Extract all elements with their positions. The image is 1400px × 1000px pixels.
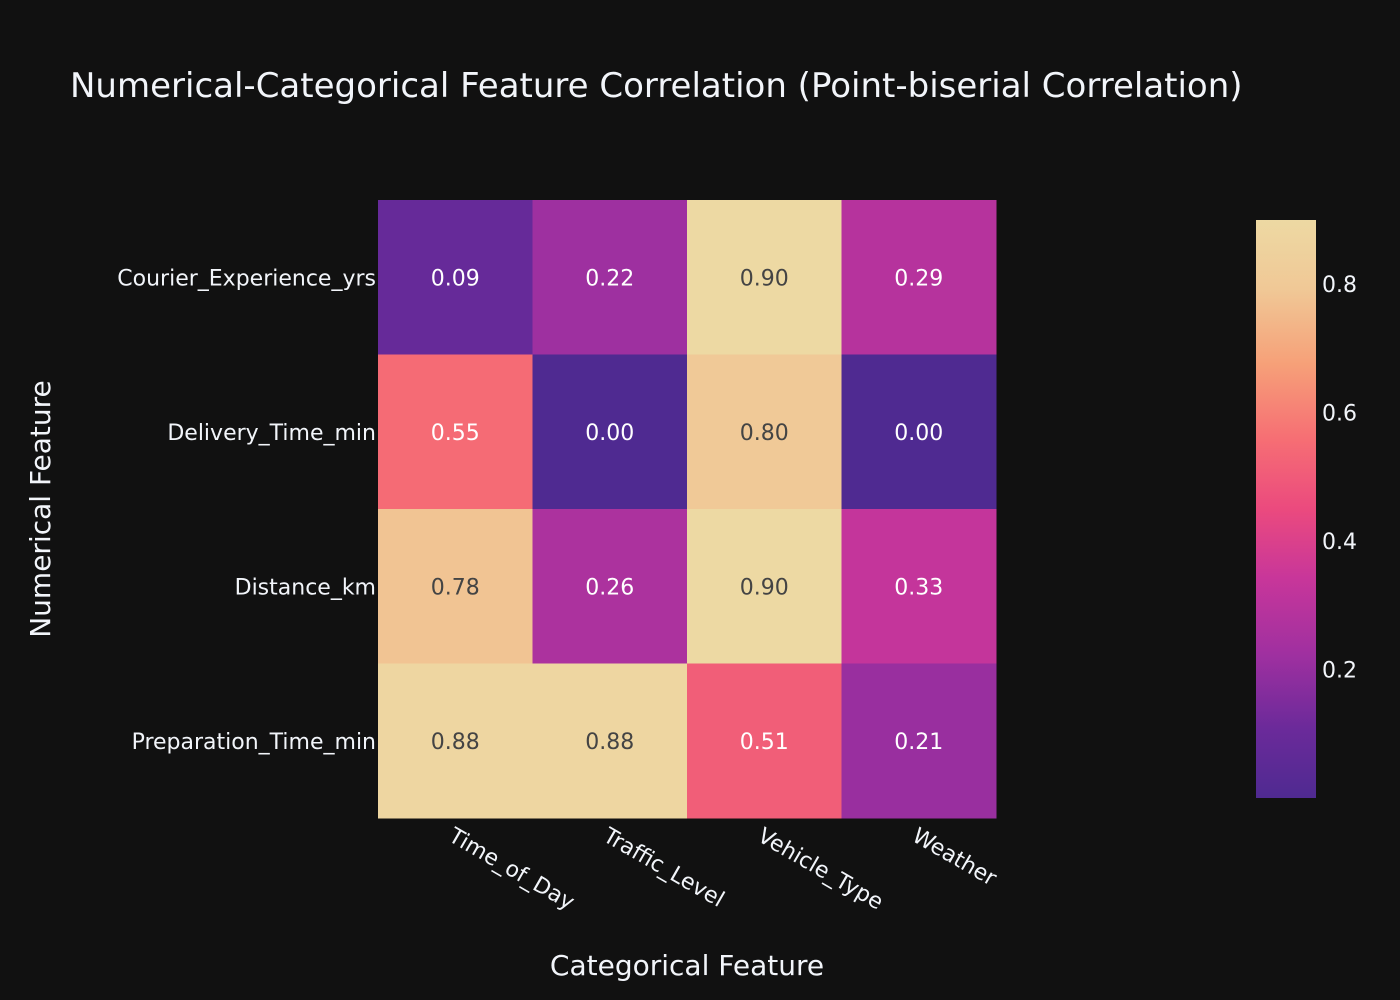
cell-value-label: 0.26: [585, 575, 634, 600]
heatmap-cell: [378, 200, 533, 355]
cell-value-label: 0.22: [585, 266, 634, 291]
heatmap-cell: [687, 354, 842, 510]
heatmap-cell: [378, 354, 533, 510]
y-tick-label: Delivery_Time_min: [167, 421, 376, 446]
chart-title: Numerical-Categorical Feature Correlatio…: [70, 66, 1243, 106]
colorbar-tick-label: 0.6: [1322, 402, 1357, 427]
heatmap-cell: [378, 509, 533, 664]
colorbar: 0.2 0.4 0.6 0.8: [1256, 220, 1357, 798]
cell-value-label: 0.09: [431, 266, 480, 291]
cell-value-label: 0.88: [431, 730, 480, 755]
heatmap-cell: [532, 354, 688, 510]
y-tick-labels: Courier_Experience_yrs Delivery_Time_min D…: [117, 266, 376, 755]
cell-value-label: 0.55: [431, 421, 480, 446]
x-axis-title: Categorical Feature: [550, 949, 824, 982]
heatmap-cell: [841, 354, 997, 510]
colorbar-tick-label: 0.2: [1322, 659, 1357, 684]
cell-value-label: 0.90: [740, 575, 789, 600]
cell-value-label: 0.90: [740, 266, 789, 291]
heatmap-cells: 0.09 0.22 0.90 0.29 0.55 0.00 0.80 0.00 0.78 0.26…: [378, 200, 997, 819]
x-tick-label: Time_of_Day: [443, 823, 578, 915]
x-tick-label: Vehicle_Type: [753, 824, 887, 916]
cell-value-label: 0.00: [894, 421, 943, 446]
heatmap-cell: [532, 200, 688, 355]
heatmap-cell: [532, 663, 688, 819]
heatmap-cell: [378, 663, 533, 819]
cell-value-label: 0.80: [740, 421, 789, 446]
y-tick-label: Courier_Experience_yrs: [117, 266, 376, 291]
heatmap-cell: [687, 663, 842, 819]
x-tick-labels: Time_of_Day Traffic_Level Vehicle_Type Weat…: [443, 823, 1001, 915]
cell-value-label: 0.51: [740, 730, 789, 755]
colorbar-tick-label: 0.8: [1322, 273, 1357, 298]
heatmap-cell: [687, 509, 842, 664]
cell-value-label: 0.88: [585, 730, 634, 755]
y-tick-label: Distance_km: [235, 575, 376, 600]
y-axis-title: Numerical Feature: [24, 380, 57, 638]
colorbar-gradient: [1256, 220, 1316, 798]
heatmap-cell: [841, 663, 997, 819]
colorbar-tick-label: 0.4: [1322, 530, 1357, 555]
cell-value-label: 0.29: [894, 266, 943, 291]
x-tick-label: Weather: [908, 824, 1002, 892]
cell-value-label: 0.33: [894, 575, 943, 600]
y-tick-label: Preparation_Time_min: [132, 730, 376, 755]
cell-value-label: 0.00: [585, 421, 634, 446]
heatmap-cell: [841, 509, 997, 664]
heatmap-cell: [841, 200, 997, 355]
x-tick-label: Traffic_Level: [598, 823, 728, 913]
heatmap-cell: [532, 509, 688, 664]
cell-value-label: 0.78: [431, 575, 480, 600]
cell-value-label: 0.21: [894, 730, 943, 755]
heatmap-cell: [687, 200, 842, 355]
